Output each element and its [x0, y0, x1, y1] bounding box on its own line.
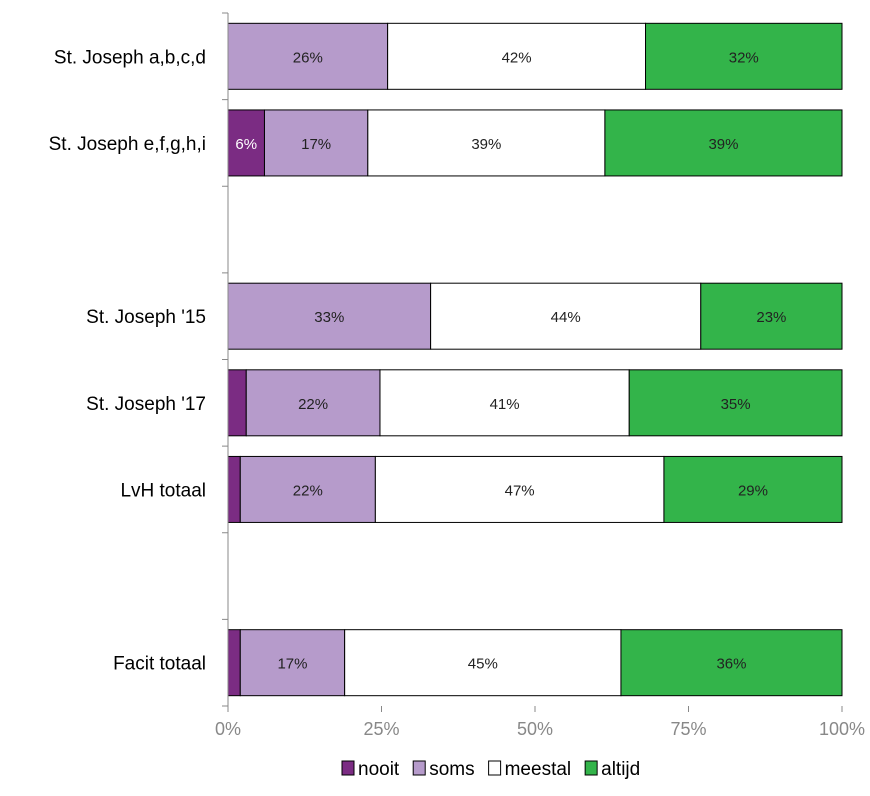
- bar-st-joseph-a-b-c-d-soms: [227, 22, 389, 90]
- data-label-lvh-totaal-meestal: 47%: [505, 482, 535, 499]
- legend-item-nooit: nooit: [341, 759, 400, 780]
- category-label-st-joseph-a-b-c-d: St. Joseph a,b,c,d: [54, 47, 206, 68]
- bar-st-joseph-15-meestal: [430, 282, 702, 350]
- bar-lvh-totaal-soms: [239, 455, 376, 523]
- data-label-facit-totaal-altijd: 36%: [716, 656, 746, 673]
- data-label-st-joseph-15-meestal: 44%: [551, 309, 581, 326]
- data-label-st-joseph-17-meestal: 41%: [490, 396, 520, 413]
- bar-facit-totaal-meestal: [344, 629, 622, 697]
- legend-item-soms: soms: [412, 759, 475, 780]
- data-label-lvh-totaal-soms: 22%: [293, 482, 323, 499]
- labels-layer: 26% 42% 32% St. Joseph a,b,c,d 6% 17% 39% 39% St…: [49, 47, 787, 674]
- data-label-st-joseph-17-soms: 22%: [298, 396, 328, 413]
- legend-item-meestal: meestal: [488, 759, 572, 780]
- legend-swatch-soms: [412, 760, 426, 776]
- x-tick-label-75: 75%: [670, 719, 706, 739]
- data-label-st-joseph-17-altijd: 35%: [721, 396, 751, 413]
- legend-label-soms: soms: [429, 759, 474, 780]
- bar-st-joseph-17-meestal: [379, 369, 630, 437]
- legend-label-nooit: nooit: [358, 759, 400, 780]
- bar-facit-totaal-nooit: [227, 629, 241, 697]
- x-tick-label-100: 100%: [819, 719, 865, 739]
- legend: nooit soms meestal altijd: [341, 759, 640, 780]
- legend-swatch-altijd: [584, 760, 598, 776]
- data-label-st-joseph-15-altijd: 23%: [756, 309, 786, 326]
- legend-item-altijd: altijd: [584, 759, 640, 780]
- legend-label-altijd: altijd: [601, 759, 640, 780]
- bar-facit-totaal-altijd: [620, 629, 843, 697]
- data-label-st-joseph-15-soms: 33%: [314, 309, 344, 326]
- x-tick-label-25: 25%: [363, 719, 399, 739]
- legend-swatch-nooit: [341, 760, 355, 776]
- bar-st-joseph-e-f-g-h-i-soms: [263, 109, 369, 177]
- data-label-st-joseph-a-b-c-d-soms: 26%: [293, 49, 323, 66]
- bars-layer: [227, 22, 843, 697]
- bar-lvh-totaal-altijd: [663, 455, 843, 523]
- bar-st-joseph-15-altijd: [700, 282, 843, 350]
- category-label-st-joseph-15: St. Joseph '15: [86, 307, 206, 328]
- axis-layer: 0% 25% 50% 75% 100%: [215, 12, 865, 739]
- legend-swatch-meestal: [488, 760, 502, 776]
- bar-st-joseph-17-altijd: [628, 369, 843, 437]
- bar-facit-totaal-soms: [239, 629, 346, 697]
- legend-label-meestal: meestal: [505, 759, 572, 780]
- data-label-facit-totaal-meestal: 45%: [468, 656, 498, 673]
- data-label-st-joseph-a-b-c-d-meestal: 42%: [502, 49, 532, 66]
- data-label-st-joseph-a-b-c-d-altijd: 32%: [729, 49, 759, 66]
- category-label-lvh-totaal: LvH totaal: [120, 480, 206, 501]
- bar-st-joseph-17-nooit: [227, 369, 247, 437]
- data-label-facit-totaal-soms: 17%: [277, 656, 307, 673]
- bar-st-joseph-a-b-c-d-altijd: [645, 22, 843, 90]
- data-label-st-joseph-e-f-g-h-i-meestal: 39%: [471, 136, 501, 153]
- x-tick-label-50: 50%: [517, 719, 553, 739]
- data-label-st-joseph-e-f-g-h-i-altijd: 39%: [708, 136, 738, 153]
- bar-st-joseph-e-f-g-h-i-meestal: [367, 109, 606, 177]
- data-label-lvh-totaal-altijd: 29%: [738, 482, 768, 499]
- data-label-st-joseph-e-f-g-h-i-nooit: 6%: [235, 136, 257, 153]
- category-label-st-joseph-17: St. Joseph '17: [86, 394, 206, 415]
- bar-st-joseph-a-b-c-d-meestal: [387, 22, 647, 90]
- category-label-st-joseph-e-f-g-h-i: St. Joseph e,f,g,h,i: [49, 134, 206, 155]
- category-label-facit-totaal: Facit totaal: [113, 654, 206, 675]
- bar-lvh-totaal-meestal: [374, 455, 665, 523]
- bar-lvh-totaal-nooit: [227, 455, 241, 523]
- data-label-st-joseph-e-f-g-h-i-soms: 17%: [301, 136, 331, 153]
- bar-st-joseph-e-f-g-h-i-altijd: [604, 109, 843, 177]
- x-tick-label-0: 0%: [215, 719, 241, 739]
